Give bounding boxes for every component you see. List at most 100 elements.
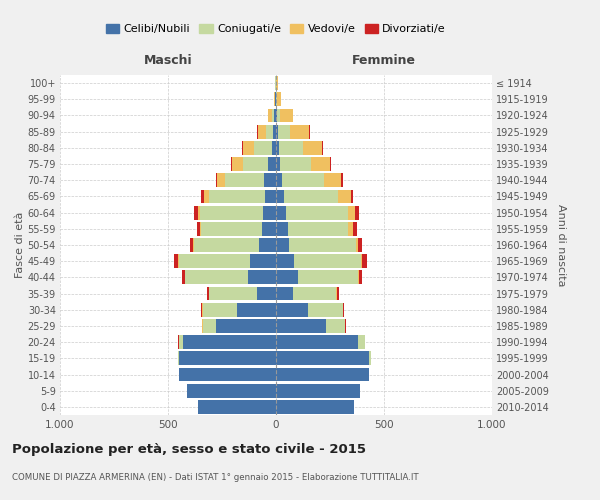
Bar xyxy=(276,270,298,284)
Bar xyxy=(203,190,209,203)
Bar xyxy=(187,384,276,398)
Bar xyxy=(337,286,338,300)
Bar xyxy=(358,238,362,252)
Bar xyxy=(280,157,311,171)
Bar xyxy=(183,336,276,349)
Bar xyxy=(209,286,257,300)
Bar xyxy=(217,174,225,187)
Text: COMUNE DI PIAZZA ARMERINA (EN) - Dati ISTAT 1° gennaio 2015 - Elaborazione TUTTI: COMUNE DI PIAZZA ARMERINA (EN) - Dati IS… xyxy=(12,472,419,482)
Bar xyxy=(203,319,215,333)
Bar xyxy=(276,206,286,220)
Bar xyxy=(190,238,193,252)
Bar xyxy=(259,238,276,252)
Bar xyxy=(362,254,367,268)
Bar xyxy=(359,270,362,284)
Bar xyxy=(242,157,268,171)
Bar xyxy=(209,190,265,203)
Bar xyxy=(182,270,185,284)
Bar xyxy=(276,141,279,154)
Text: Femmine: Femmine xyxy=(352,54,416,67)
Bar xyxy=(283,174,323,187)
Bar xyxy=(203,303,237,316)
Bar xyxy=(293,286,337,300)
Bar xyxy=(274,92,275,106)
Bar xyxy=(248,270,276,284)
Bar xyxy=(276,400,354,414)
Bar xyxy=(322,141,323,154)
Bar xyxy=(268,157,276,171)
Bar xyxy=(279,141,303,154)
Bar xyxy=(200,206,263,220)
Y-axis label: Fasce di età: Fasce di età xyxy=(14,212,25,278)
Bar xyxy=(277,76,278,90)
Bar xyxy=(276,174,283,187)
Bar xyxy=(276,336,358,349)
Bar xyxy=(277,92,281,106)
Bar xyxy=(276,303,308,316)
Bar xyxy=(197,222,200,235)
Bar xyxy=(273,125,276,138)
Bar xyxy=(353,222,356,235)
Bar xyxy=(198,206,200,220)
Bar xyxy=(185,270,248,284)
Bar xyxy=(311,157,330,171)
Bar xyxy=(276,190,284,203)
Bar xyxy=(174,254,178,268)
Bar xyxy=(276,368,369,382)
Bar xyxy=(194,206,198,220)
Bar xyxy=(276,319,326,333)
Text: Popolazione per età, sesso e stato civile - 2015: Popolazione per età, sesso e stato civil… xyxy=(12,442,366,456)
Bar xyxy=(288,222,349,235)
Text: Maschi: Maschi xyxy=(143,54,193,67)
Bar xyxy=(272,108,274,122)
Bar xyxy=(308,303,343,316)
Bar xyxy=(356,238,358,252)
Bar xyxy=(202,222,262,235)
Bar xyxy=(355,206,359,220)
Bar xyxy=(350,190,353,203)
Bar xyxy=(276,384,360,398)
Bar xyxy=(280,108,293,122)
Bar xyxy=(266,125,273,138)
Bar xyxy=(274,108,276,122)
Bar xyxy=(349,206,355,220)
Bar xyxy=(361,254,362,268)
Bar xyxy=(194,238,259,252)
Bar xyxy=(298,270,358,284)
Bar xyxy=(338,190,350,203)
Bar xyxy=(289,238,356,252)
Bar xyxy=(276,222,288,235)
Bar xyxy=(179,368,276,382)
Bar xyxy=(257,286,276,300)
Bar xyxy=(276,125,278,138)
Bar xyxy=(215,174,217,187)
Bar xyxy=(268,108,272,122)
Bar xyxy=(179,254,250,268)
Bar xyxy=(369,352,371,365)
Bar xyxy=(276,254,295,268)
Bar xyxy=(198,400,276,414)
Bar xyxy=(257,125,266,138)
Legend: Celibi/Nubili, Coniugati/e, Vedovi/e, Divorziati/e: Celibi/Nubili, Coniugati/e, Vedovi/e, Di… xyxy=(101,20,451,38)
Bar xyxy=(326,319,345,333)
Bar xyxy=(225,174,264,187)
Bar xyxy=(276,286,293,300)
Bar xyxy=(230,157,232,171)
Bar xyxy=(207,286,209,300)
Bar xyxy=(179,336,183,349)
Bar xyxy=(250,254,276,268)
Bar xyxy=(178,352,179,365)
Bar xyxy=(262,222,276,235)
Bar xyxy=(286,206,349,220)
Bar xyxy=(215,319,276,333)
Bar xyxy=(358,270,359,284)
Bar xyxy=(202,190,203,203)
Bar xyxy=(303,141,322,154)
Bar xyxy=(284,190,338,203)
Bar xyxy=(343,303,344,316)
Bar xyxy=(275,92,276,106)
Bar xyxy=(295,254,361,268)
Bar xyxy=(276,108,277,122)
Bar xyxy=(341,174,343,187)
Bar xyxy=(232,157,242,171)
